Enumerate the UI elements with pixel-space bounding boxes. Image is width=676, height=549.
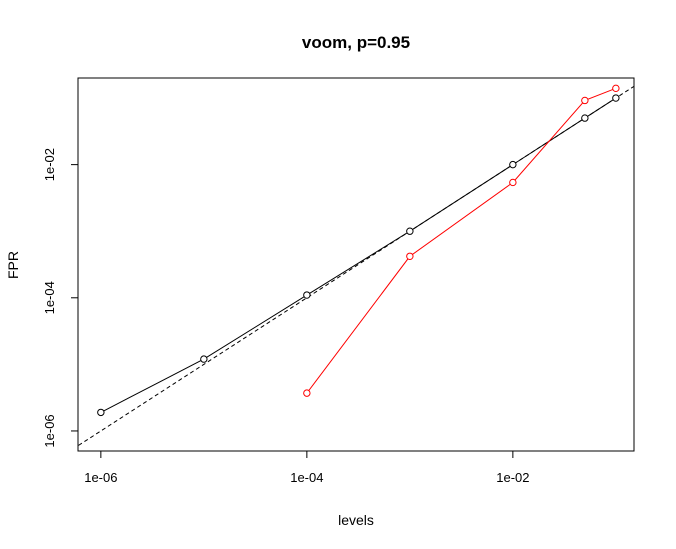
data-point [581,114,589,122]
series-line-1 [100,97,617,413]
x-axis-label: levels [338,512,374,528]
x-tick-label: 1e-02 [496,470,529,485]
data-point [200,355,208,363]
reference-line [78,85,634,447]
data-point [612,84,620,93]
data-point [406,252,414,260]
y-tick-label: 1e-04 [42,281,57,314]
data-point [303,291,311,299]
series-line-2 [306,87,617,394]
x-axis: 1e-06 1e-04 1e-02 [84,450,529,485]
chart-title: voom, p=0.95 [302,33,410,52]
data-point [303,389,311,397]
data-point [406,227,414,235]
data-point [581,96,589,105]
data-point [97,408,105,417]
y-axis: 1e-06 1e-04 1e-02 [42,148,79,448]
data-point [509,178,517,187]
y-axis-label: FPR [5,251,21,279]
x-tick-label: 1e-06 [84,470,117,485]
plot-area [78,84,634,447]
y-tick-label: 1e-02 [42,148,57,181]
data-point [509,160,517,169]
y-tick-label: 1e-06 [42,414,57,447]
x-tick-label: 1e-04 [290,470,323,485]
data-point [612,94,620,102]
